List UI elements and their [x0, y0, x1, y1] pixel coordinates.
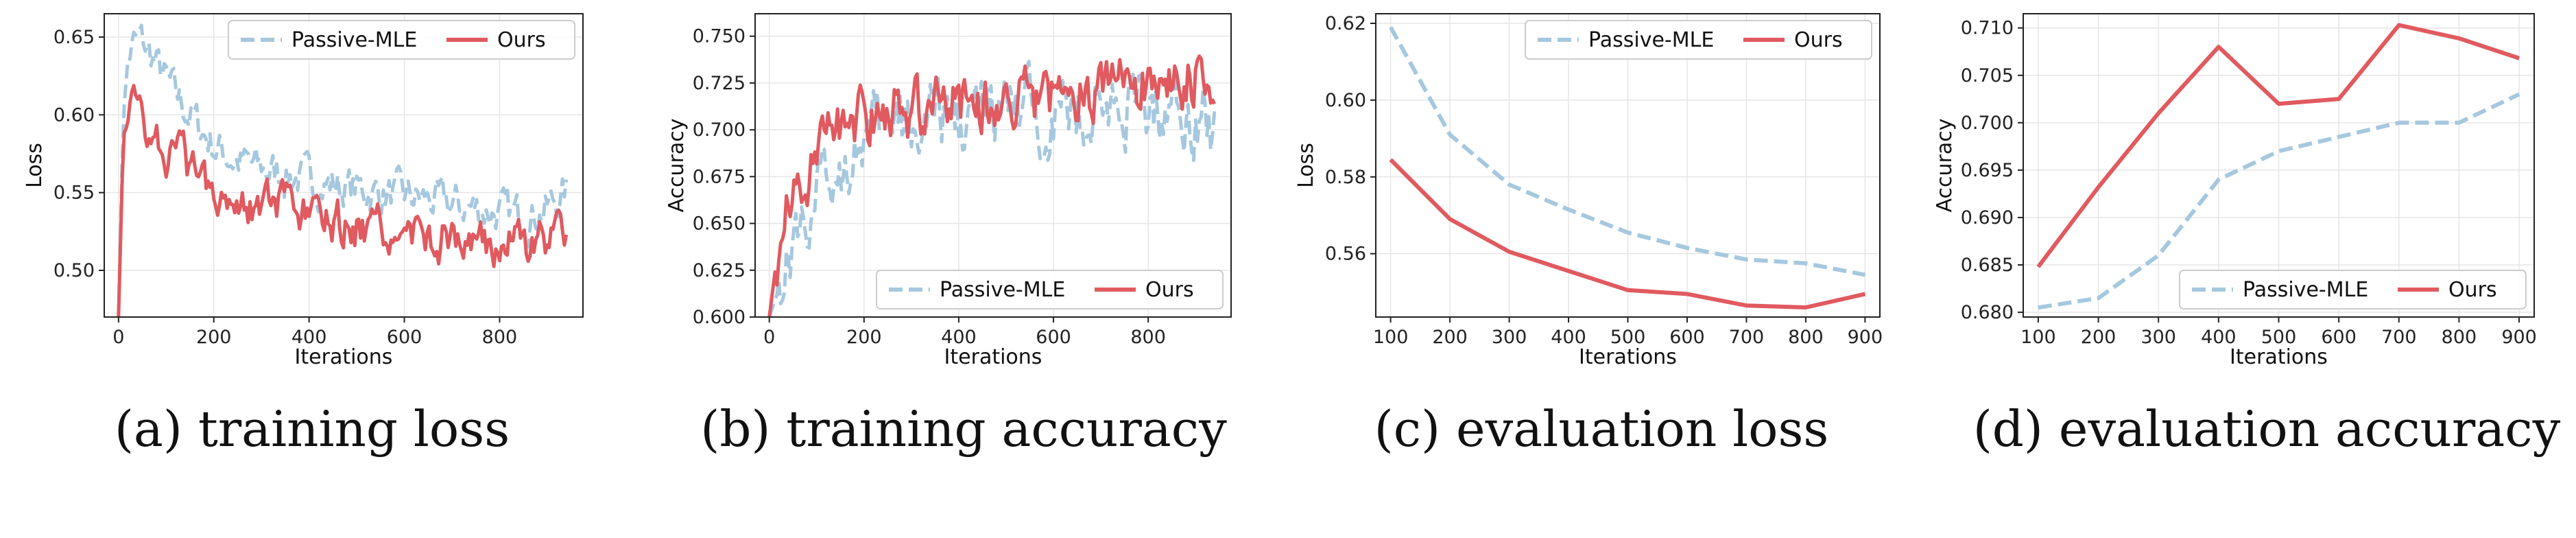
y-axis-label: Accuracy [1933, 119, 1957, 213]
legend-label-passive-mle: Passive-MLE [291, 28, 417, 52]
subfigure-caption: (c) evaluation loss [1374, 400, 1829, 458]
y-axis-label: Accuracy [665, 119, 689, 213]
legend: Passive-MLE Ours [2179, 270, 2527, 309]
y-tick-label: 0.650 [693, 213, 746, 235]
y-tick-label: 0.50 [53, 260, 95, 281]
x-tick-label: 800 [482, 327, 518, 348]
x-tick-label: 800 [1130, 327, 1166, 348]
legend-label-ours: Ours [1145, 278, 1194, 302]
legend-label-passive-mle: Passive-MLE [2243, 278, 2368, 302]
y-tick-label: 0.60 [53, 104, 95, 126]
series-line-ours [1389, 158, 1866, 309]
x-tick-label: 0 [112, 327, 124, 348]
x-tick-label: 0 [763, 327, 775, 348]
x-tick-label: 200 [2081, 327, 2116, 348]
x-axis-label: Iterations [944, 345, 1042, 369]
series-line-ours [2036, 23, 2520, 268]
x-tick-label: 700 [2381, 327, 2417, 348]
subfigure-caption: (a) training loss [115, 400, 510, 458]
legend-label-ours: Ours [497, 28, 546, 52]
x-tick-label: 600 [387, 327, 422, 348]
y-tick-label: 0.690 [1961, 207, 2014, 229]
series-line-passive-mle [2038, 92, 2520, 310]
y-axis-label: Loss [23, 143, 47, 188]
y-tick-label: 0.685 [1961, 255, 2014, 276]
legend-label-passive-mle: Passive-MLE [940, 278, 1065, 302]
x-tick-label: 900 [1848, 327, 1883, 348]
x-tick-label: 300 [2140, 327, 2176, 348]
subfigure-caption: (b) training accuracy [700, 400, 1227, 458]
series-line-passive-mle [117, 23, 569, 317]
x-tick-label: 600 [1669, 327, 1705, 348]
y-tick-label: 0.60 [1325, 90, 1366, 111]
x-axis-label: Iterations [295, 345, 393, 369]
y-tick-label: 0.55 [53, 183, 95, 204]
subfigure-caption: (d) evaluation accuracy [1973, 400, 2561, 458]
x-tick-label: 200 [846, 327, 882, 348]
x-tick-label: 700 [1729, 327, 1765, 348]
chart-c: 100 200 300 400 500 600 700 800 900 0.56 0.58 0.60 0… [1294, 13, 1883, 458]
x-axis-label: Iterations [1579, 345, 1677, 369]
legend-box [2179, 270, 2527, 309]
chart-d: 100 200 300 400 500 600 700 800 900 0.680 0.685 0.6… [1933, 13, 2561, 458]
y-tick-label: 0.750 [693, 26, 746, 47]
x-tick-label: 600 [1036, 327, 1071, 348]
x-tick-label: 100 [1373, 327, 1409, 348]
plot-area [104, 14, 583, 317]
x-tick-label: 600 [2321, 327, 2357, 348]
legend-box [228, 20, 575, 60]
x-tick-label: 900 [2501, 327, 2537, 348]
y-tick-label: 0.62 [1325, 13, 1366, 34]
legend-box [1525, 20, 1872, 60]
legend-label-ours: Ours [1794, 28, 1843, 52]
x-tick-label: 100 [2020, 327, 2056, 348]
chart-a: 0 200 400 600 800 0.50 0.55 0.60 0.65 Iterations L… [23, 13, 584, 458]
y-tick-label: 0.700 [1961, 113, 2014, 134]
y-tick-label: 0.625 [693, 260, 746, 281]
axes-frame [104, 13, 584, 318]
x-tick-label: 800 [1788, 327, 1824, 348]
y-tick-label: 0.695 [1961, 160, 2014, 181]
x-tick-label: 300 [1492, 327, 1527, 348]
x-tick-label: 400 [291, 327, 327, 348]
y-tick-label: 0.600 [693, 307, 746, 328]
y-axis-label: Loss [1294, 143, 1318, 188]
legend-label-ours: Ours [2448, 278, 2497, 302]
x-tick-label: 200 [1432, 327, 1468, 348]
y-tick-label: 0.705 [1961, 65, 2014, 86]
x-axis-label: Iterations [2230, 345, 2328, 369]
y-tick-label: 0.700 [693, 119, 746, 141]
series-line-ours [767, 54, 1217, 317]
x-tick-label: 500 [2261, 327, 2297, 348]
x-tick-label: 200 [196, 327, 232, 348]
y-tick-label: 0.65 [53, 27, 95, 48]
legend: Passive-MLE Ours [1525, 20, 1872, 60]
y-tick-label: 0.710 [1961, 18, 2014, 39]
x-tick-label: 400 [941, 327, 977, 348]
y-tick-label: 0.680 [1961, 302, 2014, 323]
legend: Passive-MLE Ours [876, 270, 1224, 309]
series-line-ours [117, 84, 569, 317]
y-tick-label: 0.56 [1325, 244, 1366, 265]
series-line-passive-mle [767, 60, 1217, 317]
x-tick-label: 400 [2201, 327, 2237, 348]
series-line-passive-mle [1388, 26, 1865, 277]
x-tick-label: 500 [1610, 327, 1646, 348]
legend-box [876, 270, 1224, 309]
legend: Passive-MLE Ours [228, 20, 575, 60]
axes-frame [754, 13, 1232, 318]
x-tick-label: 800 [2442, 327, 2477, 348]
legend-label-passive-mle: Passive-MLE [1588, 28, 1714, 52]
chart-b: 0 200 400 600 800 0.600 0.625 0.650 0.675 0.700 0.… [665, 13, 1232, 458]
x-tick-label: 400 [1551, 327, 1586, 348]
y-tick-label: 0.675 [693, 166, 746, 187]
y-tick-label: 0.58 [1325, 167, 1366, 188]
plot-area [755, 14, 1231, 317]
y-tick-label: 0.725 [693, 73, 746, 94]
